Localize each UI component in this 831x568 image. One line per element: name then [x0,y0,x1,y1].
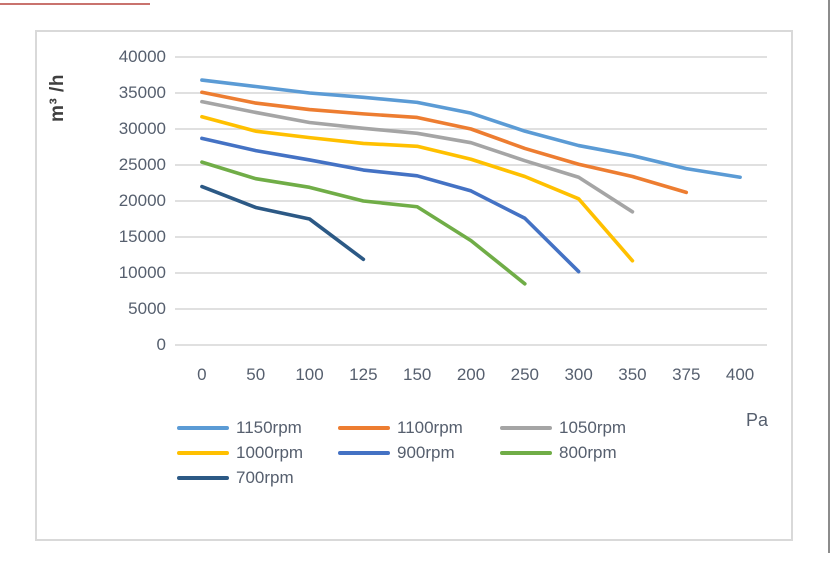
series-line-700rpm [200,184,366,262]
y-tick-label: 15000 [118,227,166,246]
series-line-1150rpm [200,78,742,180]
x-tick-label: 50 [246,365,266,384]
y-tick-label: 40000 [118,47,166,66]
x-tick-label: 350 [618,365,647,384]
series-line-1050rpm [200,99,635,214]
series-line-1000rpm [200,114,635,263]
y-tick-label: 5000 [128,299,166,318]
y-tick-label: 35000 [118,83,166,102]
series-line-1100rpm [200,90,689,195]
x-tick-label: 400 [725,365,755,384]
x-tick-label: 150 [402,365,432,384]
x-axis-title: Pa [745,410,768,430]
top-edge-artifact [0,3,150,5]
x-tick-label: 125 [349,365,378,384]
x-tick-label: 0 [197,365,207,384]
page-right-edge [828,0,830,553]
x-tick-label: 100 [295,365,324,384]
series-line-900rpm [200,136,581,274]
y-tick-label: 10000 [118,263,166,282]
x-tick-label: 375 [672,365,701,384]
x-tick-label: 300 [564,365,593,384]
x-tick-label: 250 [510,365,539,384]
y-tick-label: 20000 [118,191,166,210]
y-axis-title: m³ /h [47,74,68,122]
y-tick-label: 0 [156,335,166,354]
y-tick-label: 30000 [118,119,166,138]
x-tick-label: 200 [456,365,486,384]
chart-frame [35,30,793,541]
series-line-800rpm [200,160,527,286]
y-tick-label: 25000 [118,155,166,174]
